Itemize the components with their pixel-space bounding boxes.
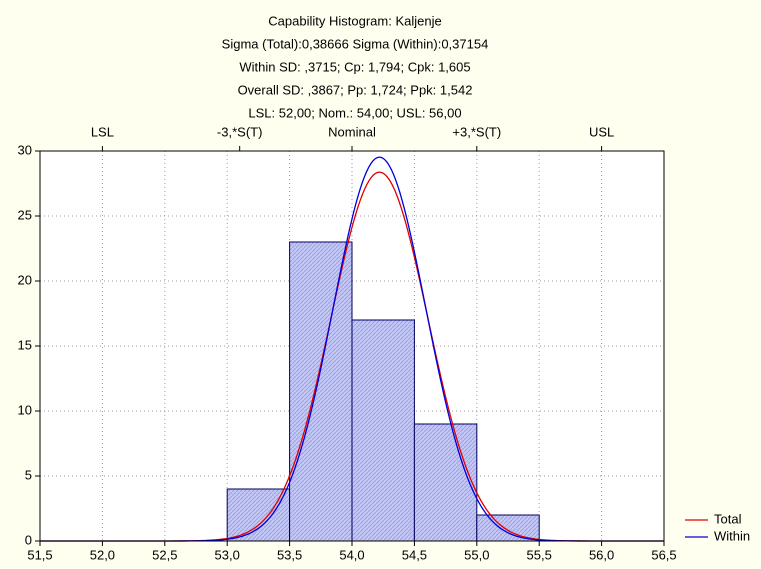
y-tick-label: 15 [18, 337, 32, 352]
x-tick-label: 52,0 [90, 547, 115, 562]
x-tick-label: 55,5 [527, 547, 552, 562]
legend-label: Total [714, 511, 742, 526]
top-marker-label: +3,*S(T) [452, 124, 501, 139]
y-tick-label: 10 [18, 402, 32, 417]
subtitle: Within SD: ,3715; Cp: 1,794; Cpk: 1,605 [239, 59, 470, 74]
top-marker-label: Nominal [328, 124, 376, 139]
y-tick-label: 0 [25, 532, 32, 547]
x-tick-label: 56,0 [589, 547, 614, 562]
y-tick-label: 20 [18, 272, 32, 287]
top-marker-label: -3,*S(T) [217, 124, 263, 139]
x-tick-label: 52,5 [152, 547, 177, 562]
x-tick-label: 56,5 [651, 547, 676, 562]
bar [351, 319, 415, 542]
subtitle: LSL: 52,00; Nom.: 54,00; USL: 56,00 [248, 105, 461, 120]
bar [413, 423, 478, 542]
chart-title: Capability Histogram: Kaljenje [268, 13, 441, 28]
x-tick-label: 54,5 [402, 547, 427, 562]
top-marker-label: LSL [91, 124, 114, 139]
x-tick-label: 54,0 [339, 547, 364, 562]
plot-frame [39, 150, 665, 542]
subtitle: Overall SD: ,3867; Pp: 1,724; Ppk: 1,542 [238, 82, 473, 97]
bar [289, 241, 353, 542]
y-tick-label: 30 [18, 142, 32, 157]
top-marker-label: USL [589, 124, 614, 139]
x-tick-label: 51,5 [27, 547, 52, 562]
legend-label: Within [714, 528, 750, 543]
x-tick-label: 53,0 [215, 547, 240, 562]
subtitle: Sigma (Total):0,38666 Sigma (Within):0,3… [222, 36, 489, 51]
x-tick-label: 53,5 [277, 547, 302, 562]
x-tick-label: 55,0 [464, 547, 489, 562]
y-tick-label: 5 [25, 467, 32, 482]
bar [476, 514, 540, 542]
y-tick-label: 25 [18, 207, 32, 222]
